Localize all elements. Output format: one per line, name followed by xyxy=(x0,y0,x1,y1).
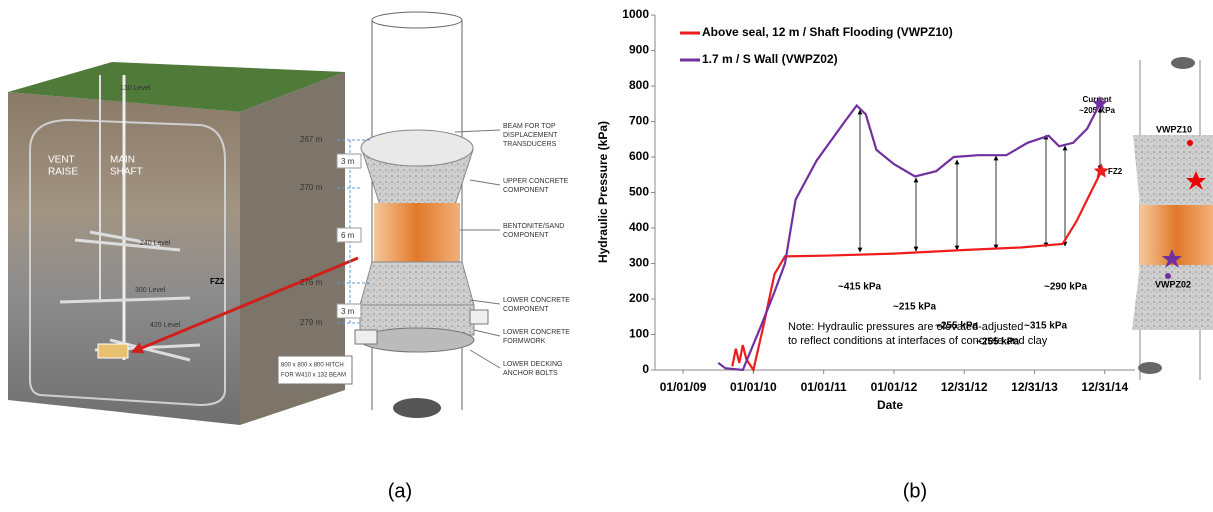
panel-label: (a) xyxy=(388,480,412,502)
hitch-block xyxy=(355,330,377,344)
level-label: 300 Level xyxy=(135,287,166,294)
x-tick-label: 12/31/13 xyxy=(1011,380,1058,394)
y-tick-label: 1000 xyxy=(622,7,649,21)
x-tick-label: 01/01/11 xyxy=(801,380,847,394)
component-label: COMPONENT xyxy=(503,187,549,194)
component-label: FORMWORK xyxy=(503,338,546,345)
body: 130 Level 240 Level 300 Level 420 Level … xyxy=(0,0,1213,512)
annotation: ~290 kPa xyxy=(1044,282,1088,293)
lower-concrete xyxy=(360,262,474,305)
shaft-bottom xyxy=(393,398,441,418)
annotation: ~215 kPa xyxy=(893,302,937,313)
inset-schematic: VWPZ10 VWPZ02 xyxy=(1132,57,1213,380)
y-tick-label: 100 xyxy=(629,327,649,341)
fz2-label: FZ2 xyxy=(210,277,225,286)
inset-bottom xyxy=(1138,362,1162,374)
x-tick-label: 12/31/14 xyxy=(1081,380,1128,394)
panel-label: (b) xyxy=(903,480,927,502)
main-shaft-label: MAIN xyxy=(110,155,135,166)
inset-top xyxy=(1171,57,1195,69)
hitch-block xyxy=(470,310,488,324)
level-label: 240 Level xyxy=(140,240,171,247)
component-label: TRANSDUCERS xyxy=(503,141,557,148)
x-tick-label: 01/01/12 xyxy=(871,380,918,394)
component-label: DISPLACEMENT xyxy=(503,132,558,139)
x-tick-label: 12/31/12 xyxy=(941,380,988,394)
figure: 130 Level 240 Level 300 Level 420 Level … xyxy=(0,0,1213,512)
inset-upper xyxy=(1133,135,1213,205)
component-labels: BEAM FOR TOP DISPLACEMENT TRANSDUCERS UPPER… xyxy=(503,123,570,377)
component-label: LOWER CONCRETE xyxy=(503,297,570,304)
x-tick-label: 01/01/10 xyxy=(730,380,777,394)
hitch-label: 800 x 800 x 800 HITCH xyxy=(281,363,344,369)
marker-label: FZ2 xyxy=(1108,167,1123,176)
sensor xyxy=(1165,273,1171,279)
note: Note: Hydraulic pressures are elevated-a… xyxy=(788,321,1023,333)
y-tick-label: 600 xyxy=(629,149,649,163)
vent-raise-label: VENT xyxy=(48,155,75,166)
main-shaft-label: SHAFT xyxy=(110,167,143,178)
elevation: 267 m xyxy=(300,135,323,144)
sensor xyxy=(1187,140,1193,146)
component-label: COMPONENT xyxy=(503,232,549,239)
annotation-arrows xyxy=(860,108,1100,252)
bentonite-sand xyxy=(374,203,460,265)
component-label: UPPER CONCRETE xyxy=(503,178,569,185)
spacing: 6 m xyxy=(341,231,355,240)
elevation: 276 m xyxy=(300,278,323,287)
shaft-top xyxy=(372,12,462,28)
inset-lower xyxy=(1132,265,1213,330)
hitch-label: FOR W410 x 132 BEAM xyxy=(281,373,346,379)
end-marker xyxy=(1094,163,1109,178)
seal-location xyxy=(98,344,128,358)
y-tick-label: 500 xyxy=(629,185,649,199)
inset-label: VWPZ02 xyxy=(1155,279,1191,289)
component-label: ANCHOR BOLTS xyxy=(503,370,558,377)
legend-label: 1.7 m / S Wall (VWPZ02) xyxy=(702,52,838,66)
x-axis-title: Date xyxy=(877,398,903,412)
inset-label: VWPZ10 xyxy=(1156,124,1192,134)
component-label: BENTONITE/SAND xyxy=(503,223,564,230)
component-label: COMPONENT xyxy=(503,306,549,313)
y-tick-label: 400 xyxy=(629,220,649,234)
x-tick-label: 01/01/09 xyxy=(660,380,707,394)
vent-raise-label: RAISE xyxy=(48,167,78,178)
level-label: 420 Level xyxy=(150,322,181,329)
y-tick-label: 700 xyxy=(629,114,649,128)
upper-concrete-top xyxy=(361,130,473,166)
y-tick-label: 200 xyxy=(629,291,649,305)
annotation: ~315 kPa xyxy=(1024,321,1068,332)
annotation: ~415 kPa xyxy=(838,282,882,293)
elevation: 270 m xyxy=(300,183,323,192)
component-label: LOWER CONCRETE xyxy=(503,329,570,336)
spacing: 3 m xyxy=(341,307,355,316)
hitch-box xyxy=(278,356,352,384)
y-axis-title: Hydraulic Pressure (kPa) xyxy=(596,121,610,263)
note: to reflect conditions at interfaces of c… xyxy=(788,335,1048,347)
y-tick-label: 800 xyxy=(629,78,649,92)
spacing: 3 m xyxy=(341,157,355,166)
y-tick-label: 900 xyxy=(629,43,649,57)
component-label: BEAM FOR TOP xyxy=(503,123,556,130)
y-tick-label: 0 xyxy=(642,362,649,376)
legend-label: Above seal, 12 m / Shaft Flooding (VWPZ1… xyxy=(702,25,953,39)
y-tick-label: 300 xyxy=(629,256,649,270)
level-label: 130 Level xyxy=(120,85,151,92)
elevation: 279 m xyxy=(300,318,323,327)
component-label: LOWER DECKING xyxy=(503,361,563,368)
page: Shaft seal figure {"panel_a": {"label": … xyxy=(0,0,1213,512)
